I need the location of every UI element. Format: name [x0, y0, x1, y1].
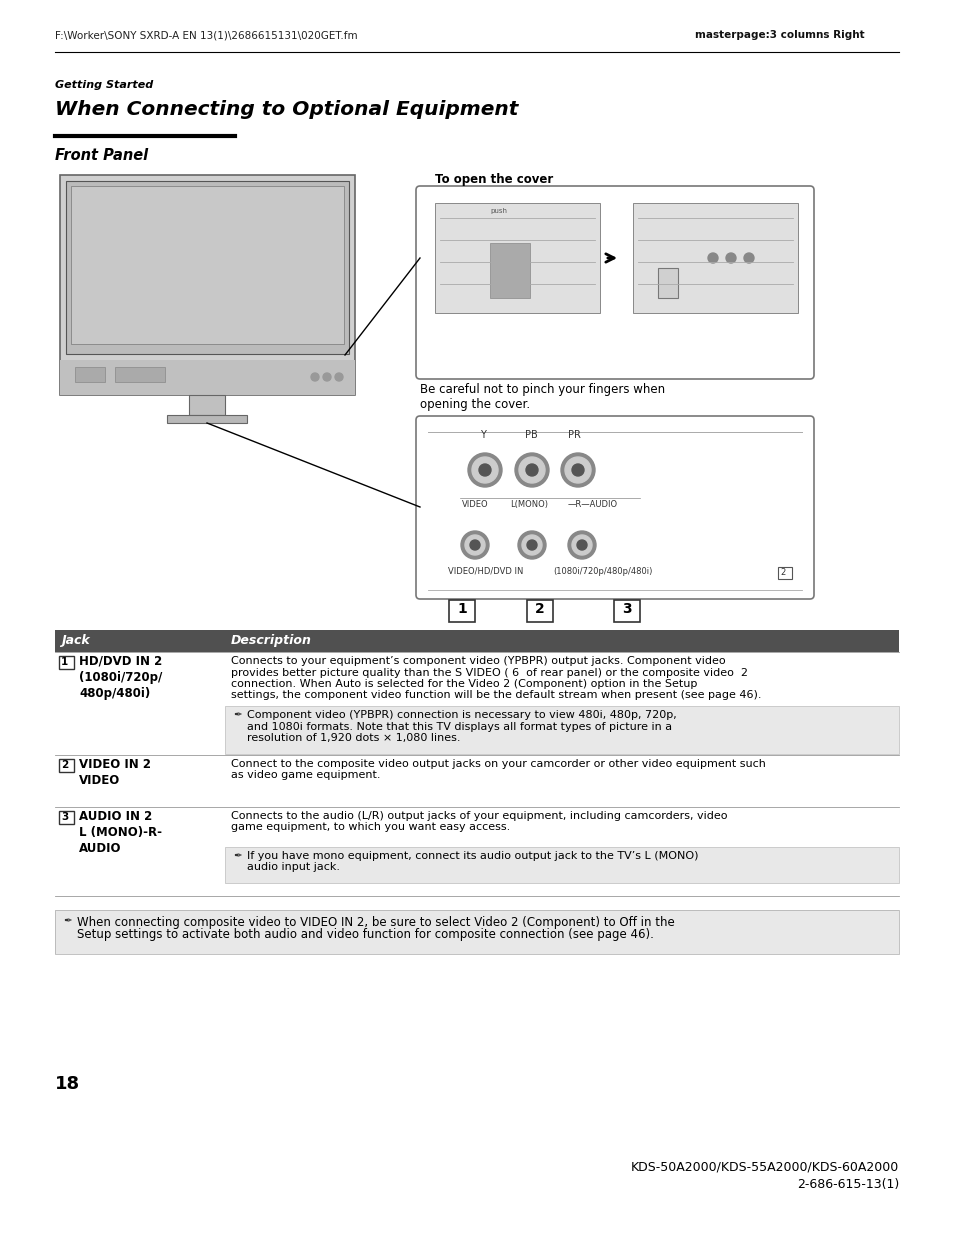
Text: F:\Worker\SONY SXRD-A EN 13(1)\2686615131\020GET.fm: F:\Worker\SONY SXRD-A EN 13(1)\268661513…	[55, 30, 357, 40]
Circle shape	[335, 373, 343, 382]
Text: Front Panel: Front Panel	[55, 148, 148, 163]
Circle shape	[572, 464, 583, 475]
Text: Connects to your equipment’s component video (YPBPR) output jacks. Component vid: Connects to your equipment’s component v…	[231, 656, 725, 666]
Circle shape	[472, 457, 497, 483]
Bar	[449, 600, 475, 622]
Circle shape	[468, 453, 501, 487]
Bar	[526, 600, 553, 622]
Circle shape	[725, 253, 735, 263]
Text: ✒: ✒	[233, 710, 241, 720]
Text: 18: 18	[55, 1074, 80, 1093]
Text: To open the cover: To open the cover	[435, 173, 553, 186]
Bar	[59, 656, 74, 669]
Bar	[55, 910, 898, 953]
Bar	[658, 268, 678, 298]
Circle shape	[525, 464, 537, 475]
Bar	[59, 811, 74, 824]
Text: PR: PR	[567, 430, 580, 440]
Text: as video game equipment.: as video game equipment.	[231, 771, 380, 781]
Circle shape	[470, 540, 479, 550]
Text: Component video (YPBPR) connection is necessary to view 480i, 480p, 720p,: Component video (YPBPR) connection is ne…	[247, 710, 676, 720]
Bar	[115, 367, 165, 382]
Text: When connecting composite video to VIDEO IN 2, be sure to select Video 2 (Compon: When connecting composite video to VIDEO…	[77, 916, 674, 929]
Circle shape	[311, 373, 318, 382]
Text: and 1080i formats. Note that this TV displays all format types of picture in a: and 1080i formats. Note that this TV dis…	[247, 721, 672, 731]
Text: PB: PB	[524, 430, 537, 440]
Text: settings, the component video function will be the default stream when present (: settings, the component video function w…	[231, 690, 760, 700]
Text: 2-686-615-13(1): 2-686-615-13(1)	[796, 1178, 898, 1191]
Bar	[614, 600, 639, 622]
Text: 1: 1	[456, 601, 466, 616]
Text: VIDEO: VIDEO	[461, 500, 488, 509]
Circle shape	[743, 253, 753, 263]
Bar	[435, 203, 599, 312]
Text: KDS-50A2000/KDS-55A2000/KDS-60A2000: KDS-50A2000/KDS-55A2000/KDS-60A2000	[630, 1160, 898, 1173]
Circle shape	[521, 535, 541, 555]
Text: game equipment, to which you want easy access.: game equipment, to which you want easy a…	[231, 823, 510, 832]
Text: ✒: ✒	[233, 851, 241, 861]
Text: 2: 2	[61, 760, 69, 769]
Circle shape	[564, 457, 590, 483]
Text: masterpage:3 columns Right: masterpage:3 columns Right	[695, 30, 863, 40]
Text: Setup settings to activate both audio and video function for composite connectio: Setup settings to activate both audio an…	[77, 927, 653, 941]
Bar	[60, 175, 355, 395]
Circle shape	[323, 373, 331, 382]
Text: If you have mono equipment, connect its audio output jack to the TV’s L (MONO): If you have mono equipment, connect its …	[247, 851, 698, 861]
Circle shape	[478, 464, 491, 475]
Circle shape	[560, 453, 595, 487]
Text: 1: 1	[61, 657, 69, 667]
Text: 3: 3	[61, 811, 69, 823]
Text: VIDEO IN 2
VIDEO: VIDEO IN 2 VIDEO	[79, 758, 151, 787]
Text: 3: 3	[621, 601, 631, 616]
Bar	[55, 910, 898, 953]
Bar	[55, 630, 898, 652]
Text: Connects to the audio (L/R) output jacks of your equipment, including camcorders: Connects to the audio (L/R) output jacks…	[231, 811, 727, 821]
Circle shape	[577, 540, 586, 550]
Text: Be careful not to pinch your fingers when
opening the cover.: Be careful not to pinch your fingers whe…	[419, 383, 664, 411]
Circle shape	[517, 531, 545, 559]
Circle shape	[464, 535, 484, 555]
Bar	[778, 567, 791, 579]
Circle shape	[572, 535, 592, 555]
Circle shape	[518, 457, 544, 483]
Text: (1080i/720p/480p/480i): (1080i/720p/480p/480i)	[553, 567, 652, 576]
Bar	[66, 182, 349, 354]
Bar	[225, 706, 898, 755]
Bar	[60, 359, 355, 395]
Text: VIDEO/HD/DVD IN: VIDEO/HD/DVD IN	[448, 567, 523, 576]
FancyBboxPatch shape	[416, 416, 813, 599]
Bar	[167, 415, 247, 424]
FancyBboxPatch shape	[416, 186, 813, 379]
Text: Jack: Jack	[61, 634, 90, 647]
Circle shape	[526, 540, 537, 550]
Text: HD/DVD IN 2
(1080i/720p/
480p/480i): HD/DVD IN 2 (1080i/720p/ 480p/480i)	[79, 655, 162, 700]
Bar	[71, 186, 344, 345]
Text: connection. When Auto is selected for the Video 2 (Component) option in the Setu: connection. When Auto is selected for th…	[231, 679, 697, 689]
Text: push: push	[490, 207, 506, 214]
Polygon shape	[490, 243, 530, 298]
Text: Getting Started: Getting Started	[55, 80, 153, 90]
Bar	[225, 847, 898, 883]
Text: 2: 2	[535, 601, 544, 616]
Text: —R—AUDIO: —R—AUDIO	[567, 500, 618, 509]
Text: provides better picture quality than the S VIDEO ( 6  of rear panel) or the comp: provides better picture quality than the…	[231, 667, 751, 678]
Text: audio input jack.: audio input jack.	[247, 862, 339, 872]
Text: ✒: ✒	[63, 916, 71, 926]
Circle shape	[707, 253, 718, 263]
Text: When Connecting to Optional Equipment: When Connecting to Optional Equipment	[55, 100, 517, 119]
Text: AUDIO IN 2
L (MONO)-R-
AUDIO: AUDIO IN 2 L (MONO)-R- AUDIO	[79, 810, 162, 855]
Text: Connect to the composite video output jacks on your camcorder or other video equ: Connect to the composite video output ja…	[231, 760, 765, 769]
Bar	[59, 760, 74, 772]
Text: Y: Y	[479, 430, 485, 440]
Text: Description: Description	[231, 634, 312, 647]
Circle shape	[515, 453, 548, 487]
Bar	[189, 395, 225, 415]
Text: 2: 2	[780, 568, 784, 577]
Bar	[75, 367, 105, 382]
Text: L(MONO): L(MONO)	[510, 500, 547, 509]
Bar	[633, 203, 797, 312]
Circle shape	[460, 531, 489, 559]
Text: resolution of 1,920 dots × 1,080 lines.: resolution of 1,920 dots × 1,080 lines.	[247, 734, 460, 743]
Circle shape	[567, 531, 596, 559]
